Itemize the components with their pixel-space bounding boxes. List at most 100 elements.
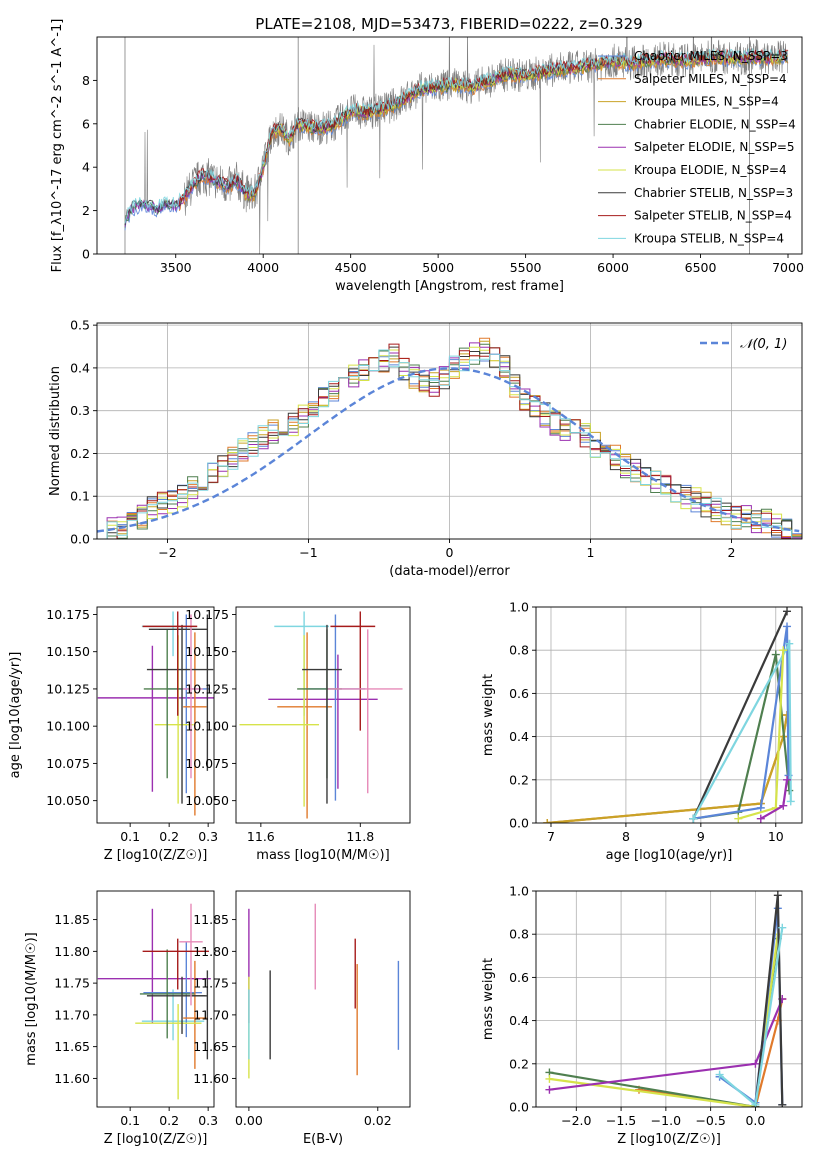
weight_vs_age-series-marker [543, 819, 552, 823]
weight_vs_age-ytick-label: 0.8 [509, 643, 529, 658]
mass_vs_ebv-ytick-label: 11.65 [193, 1039, 229, 1054]
weight_vs_age-axes-frame [535, 606, 803, 824]
weight_vs_Z-xtick-label: −1.0 [651, 1113, 681, 1128]
weight_vs_age-xtick-label: 8 [622, 829, 630, 844]
age_vs_Z-axes-frame [96, 606, 215, 824]
age_vs_Z-xtick-label: 0.2 [159, 829, 179, 844]
weight_vs_Z-series-marker [778, 923, 787, 932]
spectrum-plot-area [124, 37, 789, 254]
spectrum-xtick-label: 5000 [422, 260, 454, 275]
weight_vs_age-series-line [547, 714, 789, 823]
spectrum-legend-label: Chabrier STELIB, N_SSP=3 [634, 186, 793, 200]
spectrum-xlabel: wavelength [Angstrom, rest frame] [335, 279, 564, 294]
mass_vs_ebv-ytick-label: 11.80 [193, 944, 229, 959]
spectrum-model-series [124, 47, 788, 224]
weight_vs_age-xtick-label: 9 [697, 829, 705, 844]
weight_vs_Z-series-marker [751, 1059, 760, 1068]
spectrum-ytick-label: 0 [82, 247, 90, 262]
age_vs_mass-plot-area [239, 611, 403, 819]
age_vs_mass-xtick-label: 11.8 [346, 829, 374, 844]
residuals-ylabel: Normed distribution [48, 366, 63, 496]
age_vs_Z-ytick-label: 10.100 [46, 719, 90, 734]
age_vs_mass-ytick-label: 10.150 [185, 644, 229, 659]
weight_vs_age-series-marker [783, 622, 792, 631]
weight_vs_Z-xtick-label: −1.5 [606, 1113, 636, 1128]
weight_vs_age-series-marker [785, 639, 794, 648]
weight_vs_Z-panel: −2.0 −1.5 −1.0 −0.5 0.0 0.0 0.2 0.4 0.6 0.8 1.0 Z [… [509, 884, 803, 1147]
age_vs_mass-xlabel: mass [log10(M/M☉)] [256, 848, 389, 863]
mass_vs_Z-ytick-label: 11.75 [54, 976, 90, 991]
mass_vs_Z-axes-frame [96, 890, 215, 1108]
weight_vs_age-series-marker [779, 801, 788, 810]
weight_vs_age-xtick-label: 10 [768, 829, 784, 844]
age_vs_Z-xlabel: Z [log10(Z/Z☉)] [104, 848, 208, 863]
mass_vs_Z-xtick-label: 0.3 [198, 1113, 218, 1128]
weight_vs_Z-xtick-label: 0.0 [745, 1113, 765, 1128]
mass_vs_ebv-xlabel: E(B-V) [303, 1132, 343, 1147]
residuals-xtick-label: 1 [587, 545, 595, 560]
spectrum-legend-label: Kroupa MILES, N_SSP=4 [634, 95, 779, 109]
age_vs_Z-ytick-label: 10.125 [46, 681, 90, 696]
weight_vs_age-ylabel: mass weight [481, 674, 496, 756]
age_vs_Z-ytick-label: 10.075 [46, 756, 90, 771]
weight_vs_age-xlabel: age [log10(age/yr)] [606, 848, 733, 863]
age_vs_Z-xtick-label: 0.1 [120, 829, 140, 844]
residuals-xtick-label: 2 [728, 545, 736, 560]
mass_vs_ebv-panel: 0.00 0.02 11.60 11.65 11.70 11.75 11.80 11.85 E(… [193, 890, 411, 1147]
age_vs_mass-xtick-label: 11.6 [247, 829, 275, 844]
mass_vs_ebv-ytick-label: 11.70 [193, 1007, 229, 1022]
weight_vs_Z-ylabel: mass weight [481, 958, 496, 1040]
spectrum-xtick-label: 7000 [772, 260, 804, 275]
residuals-ytick-label: 0.5 [70, 318, 90, 333]
spectrum-legend-label: Salpeter MILES, N_SSP=4 [634, 72, 787, 86]
spectrum-ytick-label: 2 [82, 203, 90, 218]
residual-legend-label: 𝒩(0, 1) [740, 337, 787, 352]
residuals-ytick-label: 0.2 [70, 446, 90, 461]
spectrum-ytick-label: 6 [82, 116, 90, 131]
weight_vs_Z-series-marker [545, 1085, 554, 1094]
spectrum-legend-label: Salpeter ELODIE, N_SSP=5 [634, 140, 795, 154]
mass_vs_Z-ylabel: mass [log10(M/M☉)] [24, 932, 39, 1065]
weight_vs_Z-series-line [549, 934, 779, 1107]
spectrum-ytick-label: 8 [82, 73, 90, 88]
age_vs_Z-xtick-label: 0.3 [198, 829, 218, 844]
weight_vs_age-series-marker [783, 775, 792, 784]
weight_vs_age-series-marker [689, 814, 698, 823]
mass_vs_ebv-axes-frame [235, 890, 411, 1108]
residuals-ytick-label: 0.1 [70, 489, 90, 504]
mass_vs_ebv-xtick-label: 0.00 [235, 1113, 263, 1128]
spectrum-legend-label: Kroupa ELODIE, N_SSP=4 [634, 163, 787, 177]
mass_vs_Z-xtick-label: 0.1 [120, 1113, 140, 1128]
residuals-plot-area [97, 337, 802, 539]
weight_vs_Z-ytick-label: 0.8 [509, 927, 529, 942]
spectrum-xtick-label: 6000 [597, 260, 629, 275]
weight_vs_Z-series-marker [751, 1100, 760, 1107]
weight_vs_age-series-marker [779, 646, 788, 655]
age_vs_Z-plot-area [97, 611, 214, 816]
weight_vs_Z-xtick-label: −2.0 [561, 1113, 591, 1128]
residuals-xlabel: (data-model)/error [389, 564, 510, 579]
weight_vs_age-series-marker [756, 803, 765, 812]
age_vs_mass-axes-frame [235, 606, 411, 824]
spectrum-legend-label: Chabrier MILES, N_SSP=3 [634, 49, 788, 63]
weight_vs_age-ytick-label: 0.0 [509, 816, 529, 831]
age_vs_Z-panel: 0.1 0.2 0.3 10.050 10.075 10.100 10.125 10.150 1… [46, 606, 218, 863]
spectrum-legend-label: Chabrier ELODIE, N_SSP=4 [634, 117, 796, 131]
age_vs_mass-ytick-label: 10.050 [185, 793, 229, 808]
spectrum-ylabel: Flux [f_λ10^-17 erg cm^-2 s^-1 A^-1] [50, 19, 65, 273]
weight_vs_Z-ytick-label: 0.0 [509, 1100, 529, 1115]
mass_vs_ebv-ytick-label: 11.75 [193, 976, 229, 991]
weight_vs_Z-xlabel: Z [log10(Z/Z☉)] [617, 1132, 721, 1147]
weight_vs_age-series-marker [786, 797, 795, 806]
residuals-panel: −2 −1 0 1 2 0.0 0.1 0.2 0.3 0.4 0.5 (data-model)/er… [70, 318, 803, 579]
weight_vs_Z-series-marker [773, 891, 782, 900]
residuals-xtick-label: 0 [446, 545, 454, 560]
weight_vs_age-xtick-label: 7 [547, 829, 555, 844]
weight_vs_age-ytick-label: 1.0 [509, 600, 529, 615]
mass_vs_Z-ytick-label: 11.85 [54, 912, 90, 927]
residuals-ytick-label: 0.3 [70, 403, 90, 418]
age_vs_mass-ytick-label: 10.100 [185, 719, 229, 734]
normal-distribution-curve [97, 367, 800, 533]
spectrum-xtick-label: 5500 [510, 260, 542, 275]
